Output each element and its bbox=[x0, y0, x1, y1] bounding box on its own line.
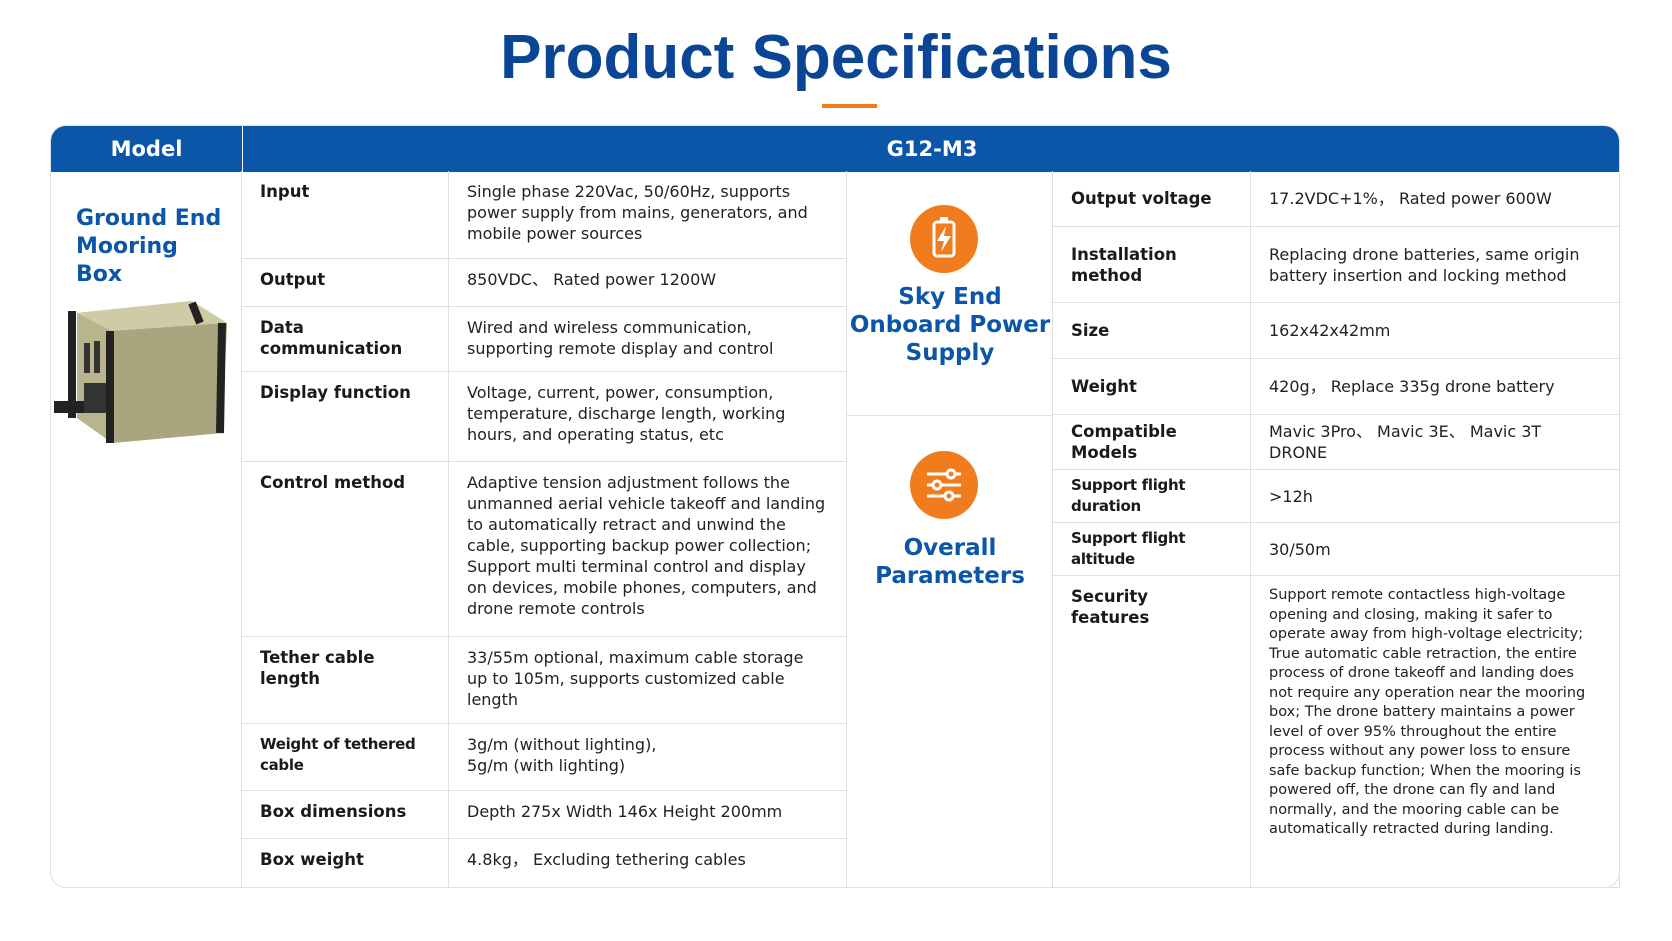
spec-value: 162x42x42mm bbox=[1251, 303, 1620, 359]
spec-label: Box dimensions bbox=[242, 791, 449, 839]
section-label: Ground End Mooring Box bbox=[76, 206, 222, 287]
spec-label: Output voltage bbox=[1053, 171, 1251, 227]
spec-label: Tether cable length bbox=[242, 637, 449, 724]
spec-label: Weight bbox=[1053, 359, 1251, 415]
spec-label: Support flight altitude bbox=[1053, 523, 1251, 576]
battery-icon bbox=[910, 205, 978, 273]
middle-column: Sky End Onboard Power Supply Overall Par… bbox=[847, 171, 1053, 888]
spec-value: >12h bbox=[1251, 470, 1620, 523]
section-label: Sky End Onboard Power Supply bbox=[849, 284, 1051, 366]
spec-label: Box weight bbox=[242, 839, 449, 888]
spec-label: Control method bbox=[242, 462, 449, 637]
spec-value: 420g， Replace 335g drone battery bbox=[1251, 359, 1620, 415]
spec-label: Display function bbox=[242, 372, 449, 462]
spec-value: 30/50m bbox=[1251, 523, 1620, 576]
spec-value: Voltage, current, power, consumption, te… bbox=[449, 372, 847, 462]
spec-label: Weight of tethered cable bbox=[242, 724, 449, 791]
page-title: Product Specifications bbox=[500, 23, 1172, 92]
spec-value: Wired and wireless communication, suppor… bbox=[449, 307, 847, 372]
title-underline bbox=[822, 104, 877, 108]
spec-value: 3g/m (without lighting), 5g/m (with ligh… bbox=[449, 724, 847, 791]
spec-label: Output bbox=[242, 259, 449, 307]
spec-label: Input bbox=[242, 171, 449, 259]
spec-label: Installation method bbox=[1053, 227, 1251, 303]
spec-label: Security features bbox=[1053, 576, 1251, 888]
ground-section: Ground End Mooring Box bbox=[50, 171, 242, 888]
spec-value: 33/55m optional, maximum cable storage u… bbox=[449, 637, 847, 724]
spec-value: Single phase 220Vac, 50/60Hz, supports p… bbox=[449, 171, 847, 259]
spec-table: Model G12-M3 bbox=[50, 125, 1620, 888]
model-name: G12-M3 bbox=[243, 126, 1619, 172]
spec-label: Support flight duration bbox=[1053, 470, 1251, 523]
model-label: Model bbox=[51, 126, 243, 172]
spec-value: Support remote contactless high-voltage … bbox=[1251, 576, 1620, 888]
spec-value: Depth 275x Width 146x Height 200mm bbox=[449, 791, 847, 839]
product-image bbox=[54, 301, 227, 443]
spec-value: Adaptive tension adjustment follows the … bbox=[449, 462, 847, 637]
spec-label: Data communication bbox=[242, 307, 449, 372]
spec-value: Mavic 3Pro、 Mavic 3E、 Mavic 3T DRONE bbox=[1251, 415, 1620, 470]
spec-label: Compatible Models bbox=[1053, 415, 1251, 470]
spec-value: 4.8kg， Excluding tethering cables bbox=[449, 839, 847, 888]
spec-label: Size bbox=[1053, 303, 1251, 359]
spec-value: Replacing drone batteries, same origin b… bbox=[1251, 227, 1620, 303]
spec-value: 850VDC、 Rated power 1200W bbox=[449, 259, 847, 307]
spec-value: 17.2VDC+1%， Rated power 600W bbox=[1251, 171, 1620, 227]
section-label: Overall Parameters bbox=[875, 535, 1025, 589]
settings-icon bbox=[910, 451, 978, 519]
divider bbox=[847, 415, 1053, 416]
